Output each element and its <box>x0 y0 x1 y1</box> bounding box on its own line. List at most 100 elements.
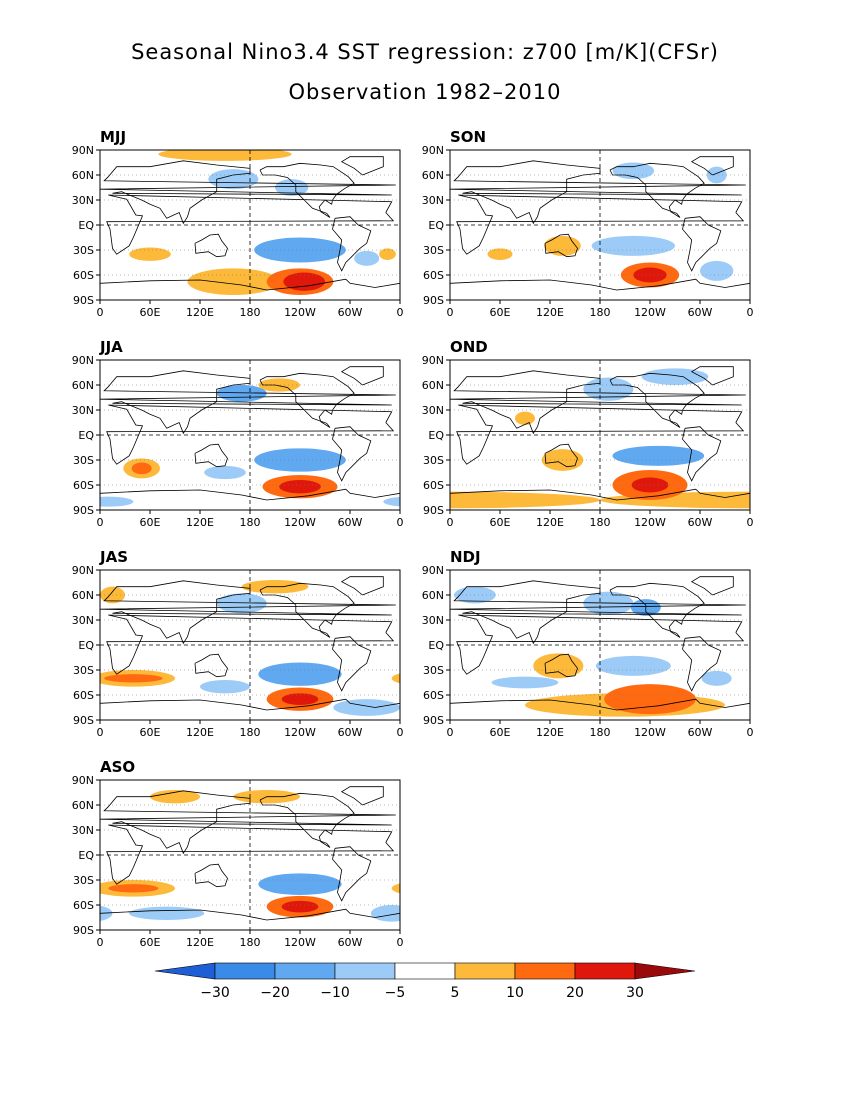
coastline <box>544 653 578 678</box>
anomaly-contour <box>129 906 205 920</box>
lat-tick-label: 30S <box>73 874 94 887</box>
figure-subtitle: Observation 1982–2010 <box>288 80 562 104</box>
anomaly-contour <box>0 448 46 471</box>
anomaly-contour <box>754 587 796 604</box>
colorbar-segment <box>574 962 636 980</box>
lon-tick-label: 120E <box>186 936 214 949</box>
lon-tick-label: 0 <box>397 726 404 739</box>
anomaly-contour <box>706 166 727 184</box>
lat-tick-label: 90S <box>73 294 94 307</box>
colorbar-segment <box>214 962 276 980</box>
lon-tick-label: 60W <box>688 516 713 529</box>
lon-tick-label: 60E <box>140 936 161 949</box>
anomaly-contour <box>633 267 667 283</box>
colorbar-label: −5 <box>385 985 406 1001</box>
coastline <box>100 790 396 855</box>
anomaly-contour <box>131 462 152 475</box>
lat-tick-label: 30N <box>422 614 444 627</box>
lon-tick-label: 0 <box>97 306 104 319</box>
lat-tick-label: 90S <box>423 504 444 517</box>
lat-tick-label: 90N <box>72 564 94 577</box>
anomaly-contour <box>792 677 850 689</box>
lon-tick-label: 180 <box>590 726 611 739</box>
anomaly-contour <box>0 268 33 295</box>
coastline <box>106 824 395 885</box>
lat-tick-label: 30S <box>73 244 94 257</box>
coastline <box>332 216 372 272</box>
lon-tick-label: 60W <box>688 726 713 739</box>
panel-label: JJA <box>99 338 123 356</box>
lat-tick-label: 60N <box>72 379 94 392</box>
anomaly-contour <box>0 179 8 196</box>
lat-tick-label: 90N <box>422 564 444 577</box>
coastline <box>100 370 396 435</box>
anomaly-contour <box>429 907 504 920</box>
anomaly-contour <box>370 905 400 922</box>
lon-tick-label: 0 <box>397 306 404 319</box>
lat-tick-label: 30N <box>72 194 94 207</box>
anomaly-contour <box>391 883 400 894</box>
coastline <box>100 908 400 921</box>
lat-tick-label: 30N <box>72 824 94 837</box>
lat-tick-label: 60N <box>422 379 444 392</box>
coastline <box>340 366 384 386</box>
colorbar-arrow-left <box>154 962 216 980</box>
lon-tick-label: 60W <box>338 306 363 319</box>
coastline <box>456 194 745 255</box>
lon-tick-label: 0 <box>447 306 454 319</box>
lon-tick-label: 60E <box>140 516 161 529</box>
anomaly-contour <box>0 663 42 686</box>
lat-tick-label: 60S <box>423 269 444 282</box>
lon-tick-label: 60E <box>140 306 161 319</box>
lat-tick-label: 90S <box>423 714 444 727</box>
lon-tick-label: 60E <box>490 726 511 739</box>
coastline <box>450 580 746 645</box>
anomaly-contour <box>0 238 46 263</box>
coastline <box>690 576 734 596</box>
lon-tick-label: 0 <box>97 726 104 739</box>
coastline <box>100 580 396 645</box>
coastline <box>332 846 372 902</box>
coastline <box>100 160 396 225</box>
anomaly-contour <box>391 673 400 684</box>
anomaly-contour <box>844 236 850 256</box>
lat-tick-label: 30S <box>73 664 94 677</box>
lon-tick-label: 120W <box>634 516 666 529</box>
anomaly-contour <box>258 873 342 895</box>
lat-tick-label: 60N <box>72 169 94 182</box>
anomaly-contour <box>408 884 458 892</box>
colorbar-arrow-right <box>634 962 696 980</box>
lon-tick-label: 120E <box>186 306 214 319</box>
coastline <box>456 404 745 465</box>
anomaly-contour <box>450 790 500 803</box>
anomaly-contour <box>533 790 600 803</box>
lat-tick-label: 30N <box>72 404 94 417</box>
anomaly-contour <box>187 268 280 295</box>
colorbar-segment <box>514 962 576 980</box>
anomaly-field <box>0 786 641 922</box>
coastline <box>100 278 400 291</box>
coastline <box>194 863 228 888</box>
lat-tick-label: 30S <box>73 454 94 467</box>
anomaly-contour <box>283 272 325 291</box>
anomaly-contour <box>815 412 835 425</box>
lon-tick-label: 60W <box>338 726 363 739</box>
anomaly-contour <box>558 873 641 895</box>
lat-tick-label: 60N <box>422 169 444 182</box>
anomaly-contour <box>204 465 246 480</box>
anomaly-contour <box>487 248 513 260</box>
anomaly-contour <box>0 873 42 895</box>
lon-tick-label: 0 <box>397 516 404 529</box>
anomaly-contour <box>0 693 18 705</box>
lon-tick-label: 120E <box>536 726 564 739</box>
colorbar-segment <box>454 962 516 980</box>
lat-tick-label: 90S <box>423 294 444 307</box>
lat-tick-label: 60S <box>73 479 94 492</box>
lat-tick-label: 90S <box>73 714 94 727</box>
coastline <box>450 370 746 435</box>
coastline <box>450 488 750 501</box>
